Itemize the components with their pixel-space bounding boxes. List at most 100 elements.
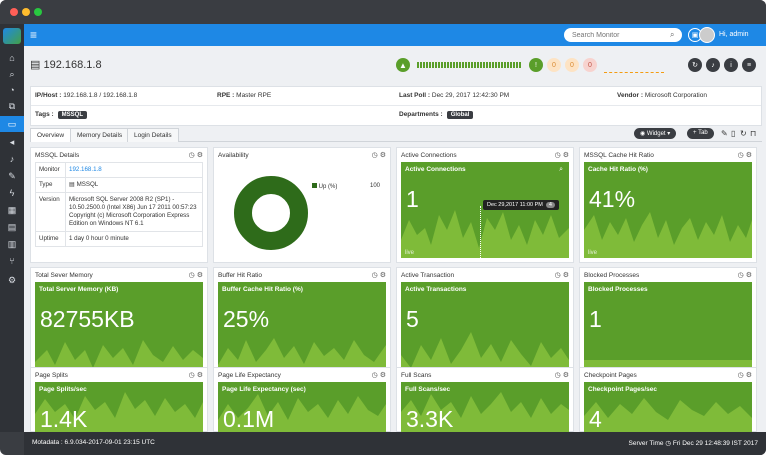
metric-label: Blocked Processes: [588, 286, 648, 293]
add-tab-button[interactable]: + Tab: [687, 128, 714, 139]
tab-bar: Overview Memory Details Login Details: [30, 126, 762, 142]
widget-controls-icon[interactable]: ◷ ⚙: [737, 372, 752, 379]
availability-legend: Up (%): [312, 183, 337, 190]
metric-card[interactable]: Page Life Expectancy (sec) 0.1M: [218, 382, 386, 432]
info-row-1: IP/Host : 192.168.1.8 / 192.168.1.8 RPE …: [31, 87, 761, 106]
tooltip-guide: [480, 206, 481, 258]
bolt-icon[interactable]: ϟ: [9, 188, 15, 198]
topology-icon[interactable]: ⧉: [8, 100, 16, 111]
widget-controls-icon[interactable]: ◷ ⚙: [188, 372, 203, 379]
metric-label: Full Scans/sec: [405, 386, 451, 393]
minimize-dot[interactable]: [22, 8, 30, 16]
widget-controls-icon[interactable]: ◷ ⚙: [188, 152, 203, 159]
metric-card[interactable]: Buffer Cache Hit Ratio (%)25%live: [218, 282, 386, 378]
avatar[interactable]: [699, 27, 715, 43]
tag-badge[interactable]: MSSQL: [57, 111, 88, 119]
title-bar: [0, 0, 766, 24]
info-icon[interactable]: i: [724, 58, 738, 72]
widget-controls-icon[interactable]: ◷ ⚙: [737, 272, 752, 279]
metric-card[interactable]: Active Transactions5live: [401, 282, 569, 378]
sync-icon[interactable]: ↻: [740, 129, 747, 138]
sparkline-area: [584, 212, 752, 258]
widget-controls-icon[interactable]: ◷ ⚙: [554, 372, 569, 379]
mssql-details-widget: MSSQL Details ◷ ⚙ Monitor 192.168.1.8 Typ…: [30, 147, 208, 263]
warning-icon[interactable]: !: [529, 58, 543, 72]
sidebar: ⌂ ⌕ ◔ ⧉ ▭ ◂ ♪ ✎ ϟ ▦ ▤ ▥ ⑂ ⚙: [0, 24, 24, 432]
search-icon[interactable]: ⌕: [670, 30, 675, 39]
metric-footnote: live: [405, 250, 415, 256]
refresh-icon[interactable]: ↻: [688, 58, 702, 72]
metric-label: Total Server Memory (KB): [39, 286, 119, 293]
metric-widget: Page Splits ◷ ⚙ Page Splits/sec 1.4K: [30, 367, 208, 432]
more-menu-icon[interactable]: ≡: [742, 58, 756, 72]
table-row: Uptime 1 day 0 hour 0 minute: [35, 231, 203, 247]
close-dot[interactable]: [10, 8, 18, 16]
tab-memory-details[interactable]: Memory Details: [70, 128, 130, 142]
alarm-count-major[interactable]: 0: [565, 58, 579, 72]
widget-controls-icon[interactable]: ◷ ⚙: [371, 272, 386, 279]
sparkline-chart: [584, 212, 752, 258]
dashboard-icon[interactable]: ◔: [9, 85, 15, 95]
notification-icon[interactable]: ♪: [706, 58, 720, 72]
search-monitor-input[interactable]: [564, 28, 682, 42]
user-greeting[interactable]: Hi, admin: [719, 31, 749, 38]
widget-controls-icon[interactable]: ◷ ⚙: [371, 152, 386, 159]
widget-controls-icon[interactable]: ◷ ⚙: [554, 152, 569, 159]
app-logo: [3, 28, 21, 44]
search-icon[interactable]: ⌕: [9, 68, 15, 79]
status-up-icon: ▲: [396, 58, 410, 72]
home-icon[interactable]: ⌂: [9, 53, 15, 63]
metric-card[interactable]: Blocked Processes1value: [584, 282, 752, 378]
delete-icon[interactable]: ▯: [731, 129, 736, 138]
document-icon[interactable]: ▥: [7, 238, 17, 249]
legend-swatch: [312, 183, 317, 188]
server-time: Server Time ◷ Fri Dec 29 12:48:39 IST 20…: [628, 440, 758, 447]
metric-value: 5: [406, 306, 419, 332]
sparkline-chart: [584, 398, 752, 432]
tools-icon[interactable]: ✎: [8, 170, 16, 181]
sparkline-area: [401, 210, 569, 258]
search-icon[interactable]: ⌕: [559, 166, 563, 173]
metric-value: 0.1M: [223, 406, 275, 432]
report-icon[interactable]: ▤: [7, 221, 17, 232]
chart-tooltip: Dec 29,2017 11:00 PM 4: [483, 200, 559, 210]
metric-widget: MSSQL Cache Hit Ratio ◷ ⚙ Cache Hit Ratio …: [579, 147, 757, 263]
metric-widget: Page Life Expectancy ◷ ⚙ Page Life Expecta…: [213, 367, 391, 432]
monitor-icon[interactable]: ▭: [0, 116, 24, 132]
widget-controls-icon[interactable]: ◷ ⚙: [554, 272, 569, 279]
metric-label: Buffer Cache Hit Ratio (%): [222, 286, 303, 293]
department-badge[interactable]: Global: [446, 111, 474, 119]
tab-login-details[interactable]: Login Details: [127, 128, 179, 142]
tab-overview[interactable]: Overview: [30, 128, 72, 142]
metric-value: 1: [589, 306, 602, 332]
page-title: ▤ 192.168.1.8: [30, 59, 102, 71]
metric-card[interactable]: Checkpoint Pages/sec 4: [584, 382, 752, 432]
maximize-dot[interactable]: [34, 8, 42, 16]
calendar-icon[interactable]: ▦: [7, 204, 17, 215]
availability-widget: Availability ◷ ⚙ Up (%) 100: [213, 147, 391, 263]
widget-controls-icon[interactable]: ◷ ⚙: [737, 152, 752, 159]
widget-button[interactable]: ◉ Widget ▾: [634, 128, 677, 139]
lock-icon[interactable]: ⊓: [750, 129, 757, 138]
availability-donut: [234, 176, 308, 250]
metric-card[interactable]: Full Scans/sec 3.3K: [401, 382, 569, 432]
settings-icon[interactable]: ⚙: [7, 274, 17, 285]
announce-icon[interactable]: ◂: [9, 136, 15, 147]
metric-card[interactable]: Cache Hit Ratio (%) 41% live: [584, 162, 752, 258]
flow-icon[interactable]: ⑂: [9, 256, 15, 266]
metric-card[interactable]: Page Splits/sec 1.4K: [35, 382, 203, 432]
widget-controls-icon[interactable]: ◷ ⚙: [371, 372, 386, 379]
metric-card[interactable]: Total Server Memory (KB)82755KBlive: [35, 282, 203, 378]
alarm-count-minor[interactable]: 0: [583, 58, 597, 72]
top-bar: ≡ ⌕ ▣ Hi, admin ⏻: [24, 24, 766, 46]
metric-label: Active Transactions: [405, 286, 467, 293]
metric-card[interactable]: Active Connections ⌕ 1 live Dec 29,2017 11:0…: [401, 162, 569, 258]
alarm-count-critical[interactable]: 0: [547, 58, 561, 72]
metric-label: Page Life Expectancy (sec): [222, 386, 306, 393]
hamburger-menu-icon[interactable]: ≡: [30, 28, 38, 42]
status-footer: Motadata : 6.9.034-2017-09-01 23:15 UTC …: [24, 432, 766, 455]
edit-icon[interactable]: ✎: [721, 129, 728, 138]
widget-controls-icon[interactable]: ◷ ⚙: [188, 272, 203, 279]
alert-bell-icon[interactable]: ♪: [9, 154, 15, 164]
